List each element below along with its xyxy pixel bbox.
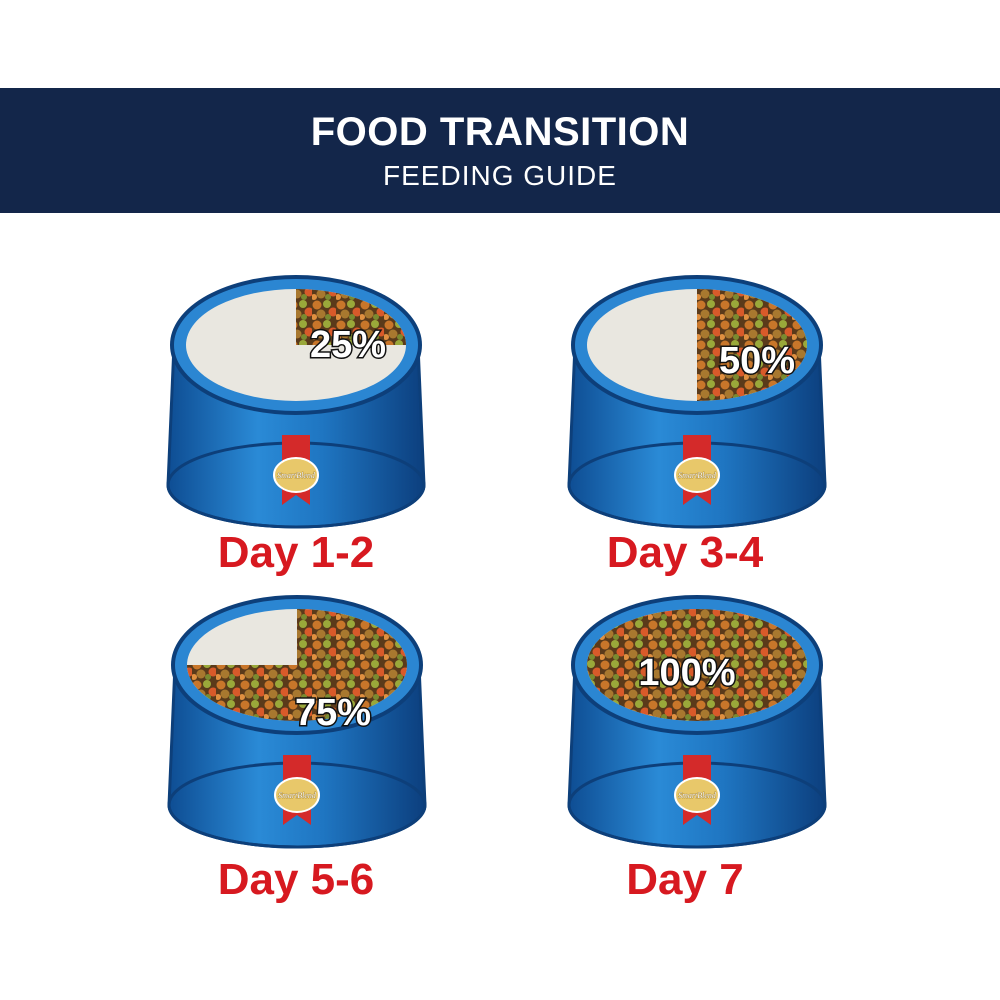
brand-badge-icon bbox=[674, 777, 720, 813]
brand-badge-text: SmartBlend bbox=[678, 471, 717, 480]
new-food-portion bbox=[187, 609, 407, 721]
brand-badge-text: SmartBlend bbox=[278, 791, 317, 800]
new-food-portion bbox=[587, 609, 807, 721]
bowl-4: 100% SmartBlend bbox=[567, 595, 827, 849]
brand-badge-text: SmartBlend bbox=[277, 471, 316, 480]
percent-label: 100% bbox=[638, 652, 735, 694]
bowl-1: 25% SmartBlend bbox=[166, 275, 426, 529]
new-food-portion bbox=[697, 289, 807, 401]
day-label-3: Day 5-6 bbox=[217, 855, 375, 904]
header-banner: FOOD TRANSITION FEEDING GUIDE bbox=[0, 88, 1000, 213]
page-title: FOOD TRANSITION bbox=[310, 110, 690, 154]
bowl-3: 75% SmartBlend bbox=[167, 595, 427, 849]
day-label-4: Day 7 bbox=[626, 855, 744, 904]
day-label-2: Day 3-4 bbox=[606, 528, 764, 577]
percent-label: 25% bbox=[310, 324, 386, 366]
percent-label: 50% bbox=[719, 340, 795, 382]
brand-badge-icon bbox=[273, 457, 319, 493]
page-subtitle: FEEDING GUIDE bbox=[383, 160, 617, 191]
percent-label: 75% bbox=[295, 692, 371, 734]
brand-badge-text: SmartBlend bbox=[678, 791, 717, 800]
brand-badge-icon bbox=[274, 777, 320, 813]
brand-badge-icon bbox=[674, 457, 720, 493]
day-label-1: Day 1-2 bbox=[217, 528, 375, 577]
bowl-2: 50% SmartBlend bbox=[567, 275, 827, 529]
